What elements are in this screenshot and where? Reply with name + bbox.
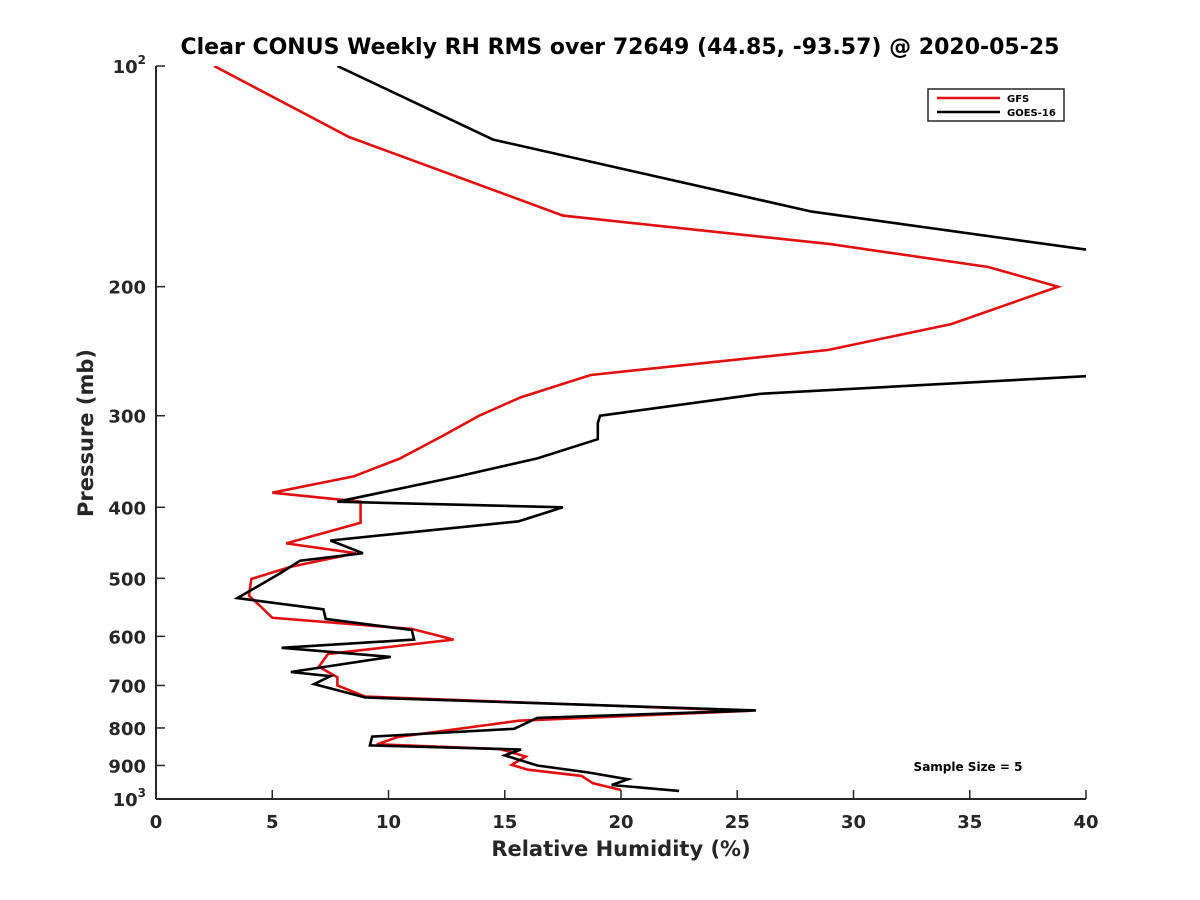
x-tick-label: 10	[376, 812, 401, 833]
y-tick-label: 300	[108, 407, 146, 428]
x-tick-label: 25	[725, 812, 750, 833]
legend-label: GOES-16	[1007, 108, 1056, 119]
y-tick-base: 900	[108, 756, 146, 777]
series-layer	[213, 66, 1086, 793]
chart-legend: GFS GOES-16	[927, 88, 1065, 122]
y-tick-base: 300	[108, 407, 146, 428]
plot-area	[156, 66, 1086, 799]
y-tick-exponent: 3	[138, 786, 146, 800]
sample-size-annotation: Sample Size = 5	[914, 760, 1023, 774]
y-tick-base: 500	[108, 569, 146, 590]
y-tick-exponent: 2	[138, 53, 146, 67]
chart-title: Clear CONUS Weekly RH RMS over 72649 (44…	[181, 35, 1060, 60]
legend-label: GFS	[1007, 94, 1029, 105]
y-tick-label: 500	[108, 569, 146, 590]
y-tick-base: 200	[108, 278, 146, 299]
y-tick-label: 200	[108, 278, 146, 299]
y-tick-label: 800	[108, 719, 146, 740]
x-tick-label: 35	[957, 812, 982, 833]
x-tick-label: 20	[608, 812, 633, 833]
x-axis-label: Relative Humidity (%)	[491, 837, 750, 861]
x-tick-label: 5	[266, 812, 279, 833]
y-tick-label: 600	[108, 627, 146, 648]
x-axis-ticks: 0 5 10 15 20 25 30 35 40	[150, 790, 1099, 833]
y-tick-base: 800	[108, 719, 146, 740]
x-tick-label: 0	[150, 812, 163, 833]
y-tick-base: 400	[108, 498, 146, 519]
y-tick-label: 900	[108, 756, 146, 777]
legend-box	[927, 88, 1065, 122]
y-axis-label: Pressure (mb)	[74, 349, 98, 517]
y-tick-base: 10	[113, 790, 138, 811]
y-tick-label: 400	[108, 498, 146, 519]
y-tick-label: 700	[108, 676, 146, 697]
y-tick-base: 600	[108, 627, 146, 648]
y-tick-base: 700	[108, 676, 146, 697]
x-tick-label: 15	[492, 812, 517, 833]
y-tick-label: 103	[113, 786, 146, 811]
y-tick-label: 102	[113, 53, 146, 78]
y-tick-base: 10	[113, 57, 138, 78]
series-line-goes-16	[233, 66, 1086, 793]
x-tick-label: 40	[1073, 812, 1098, 833]
x-tick-label: 30	[841, 812, 866, 833]
